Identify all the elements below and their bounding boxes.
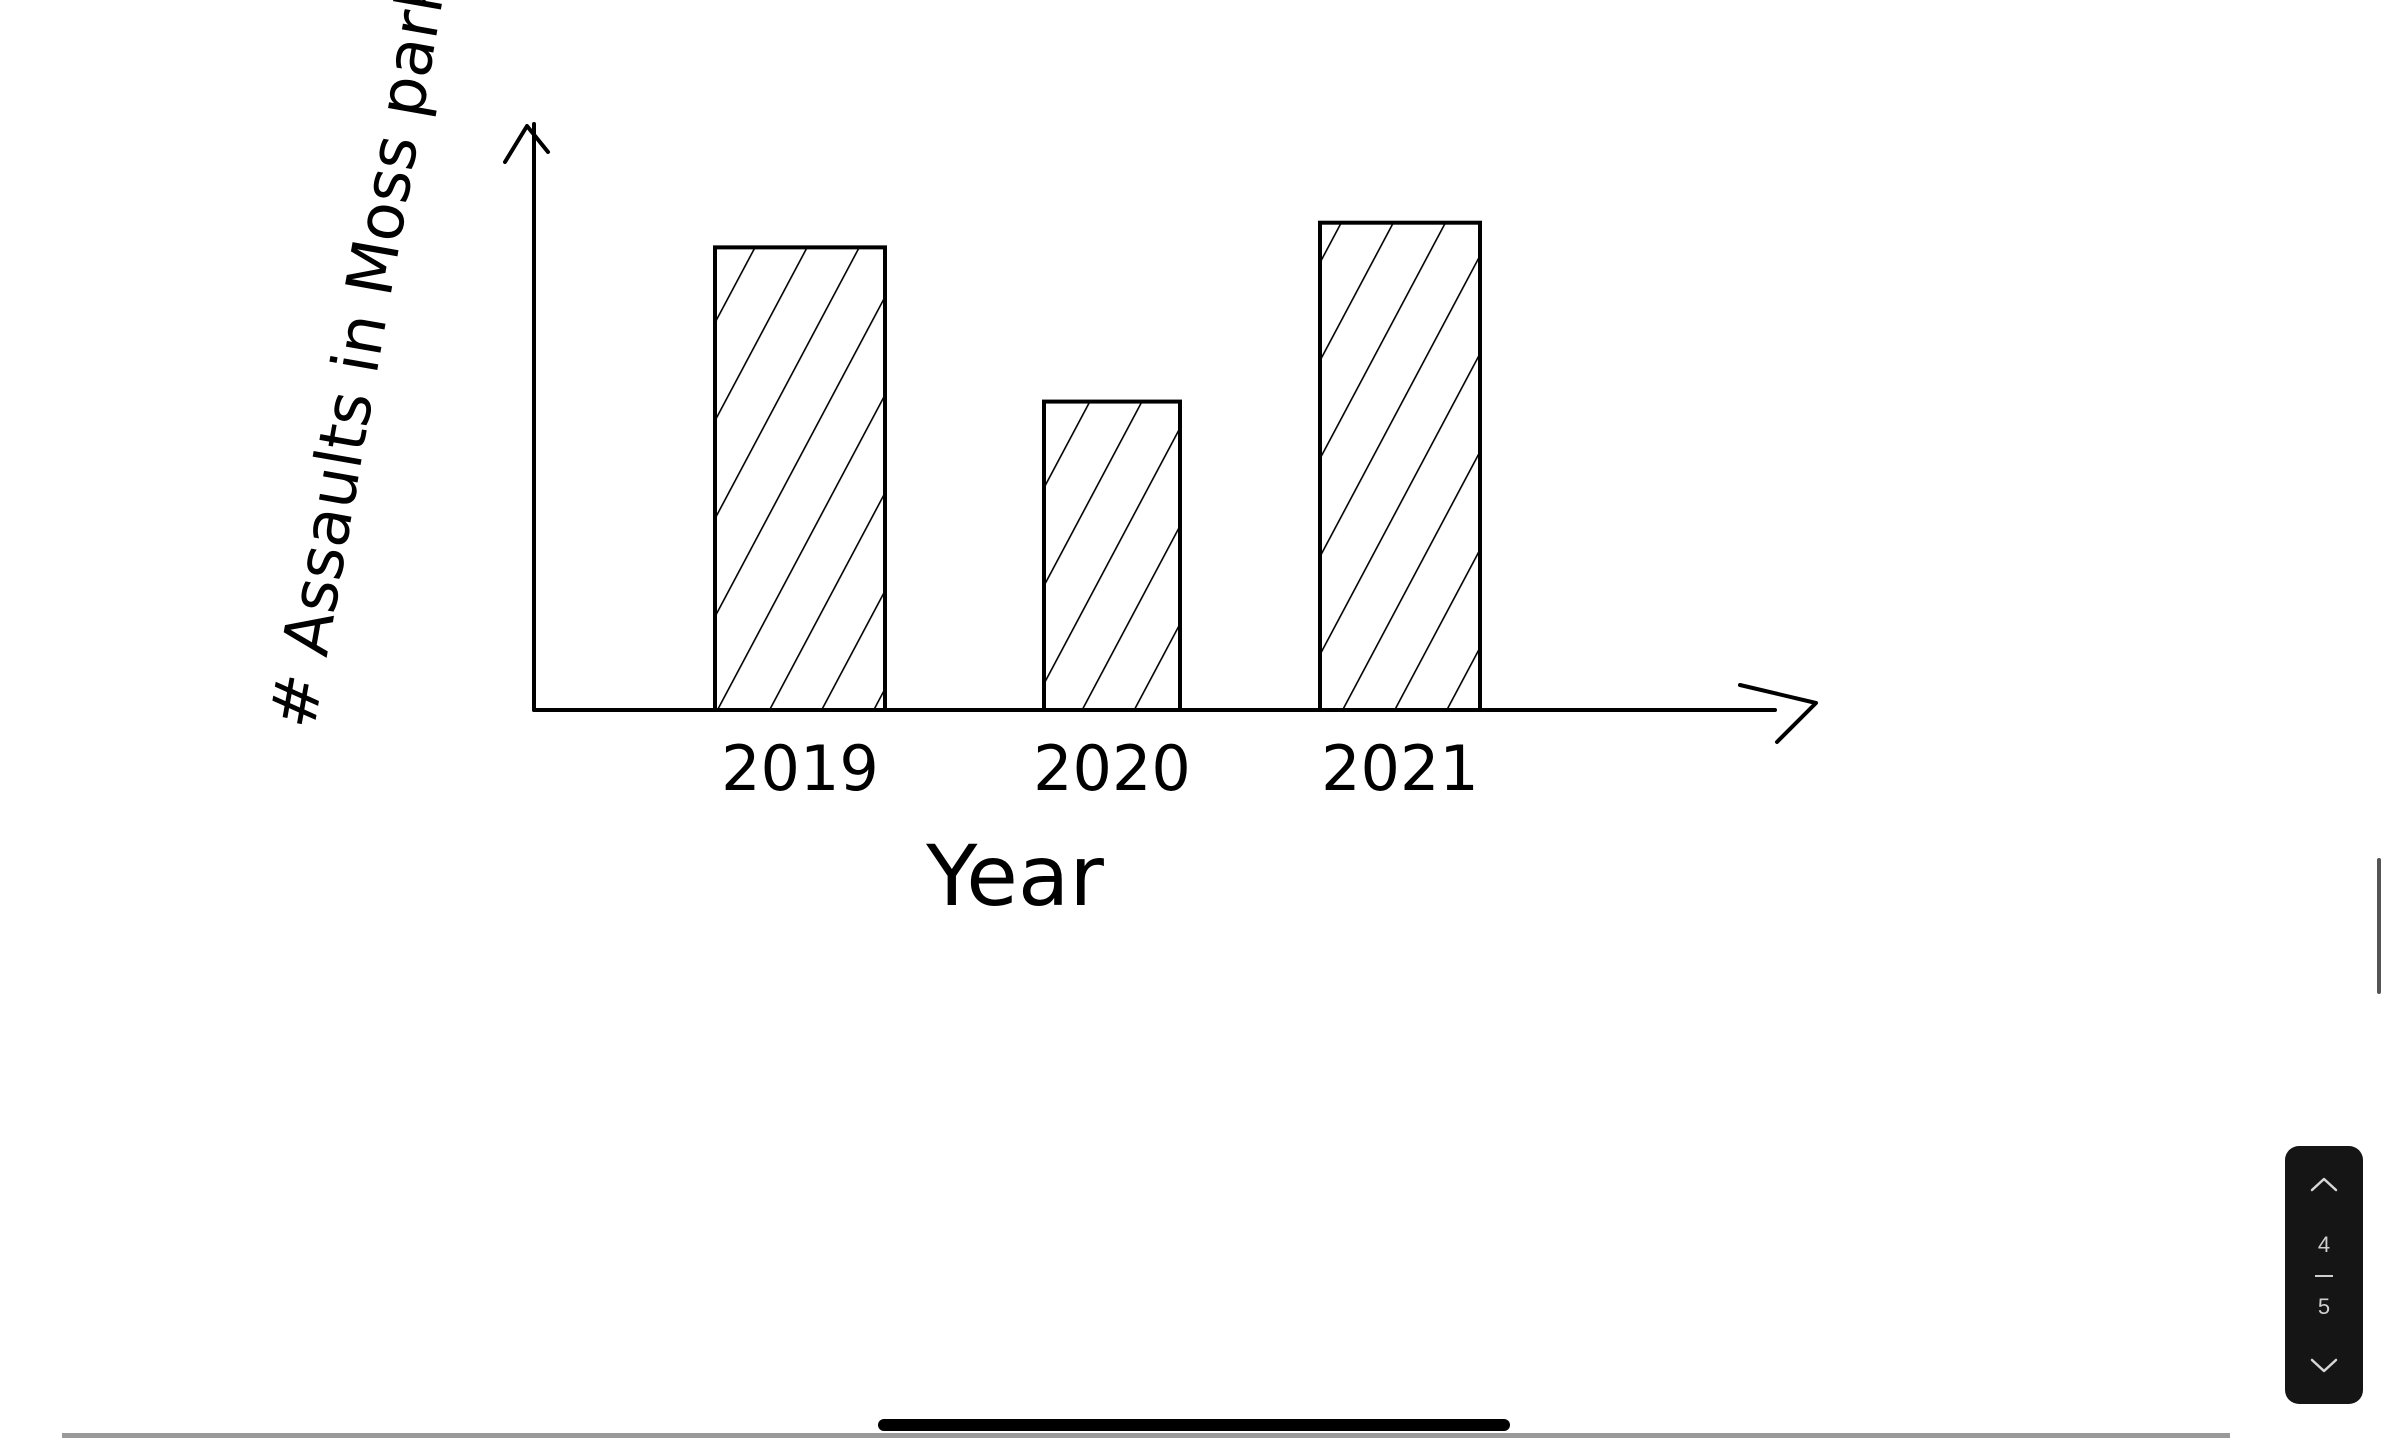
bar-2020	[1042, 399, 1182, 712]
current-page: 4	[2317, 1232, 2331, 1257]
x-tick-label: 2021	[1321, 732, 1479, 805]
bar-hatch-2019	[715, 247, 885, 711]
bar-hatch-2021	[1320, 222, 1480, 710]
page-navigator: 4 5	[2285, 1146, 2363, 1404]
chevron-down-icon	[2310, 1358, 2338, 1373]
page-bottom-line	[62, 1433, 2230, 1438]
bar-2019	[713, 245, 887, 713]
page-separator	[2315, 1275, 2333, 1277]
x-axis-arrow	[1738, 683, 1818, 744]
y-axis-title: # Assaults in Moss park	[257, 0, 463, 734]
page-down-button[interactable]	[2285, 1338, 2363, 1394]
total-pages: 5	[2317, 1294, 2331, 1319]
home-indicator[interactable]	[878, 1419, 1510, 1431]
page-up-button[interactable]	[2285, 1156, 2363, 1212]
chevron-up-icon	[2310, 1177, 2338, 1192]
x-tick-label: 2020	[1033, 732, 1191, 805]
y-axis-arrow	[503, 124, 550, 164]
x-tick-label: 2019	[721, 732, 879, 805]
bar-hatch-2020	[1044, 401, 1180, 710]
x-axis-title: Year	[925, 827, 1104, 925]
bar-2021	[1318, 220, 1482, 712]
scrollbar-thumb[interactable]	[2377, 858, 2381, 994]
